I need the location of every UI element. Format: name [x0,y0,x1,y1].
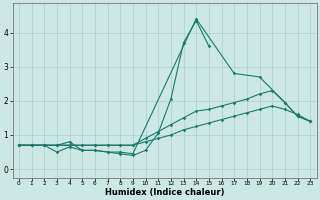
X-axis label: Humidex (Indice chaleur): Humidex (Indice chaleur) [105,188,224,197]
